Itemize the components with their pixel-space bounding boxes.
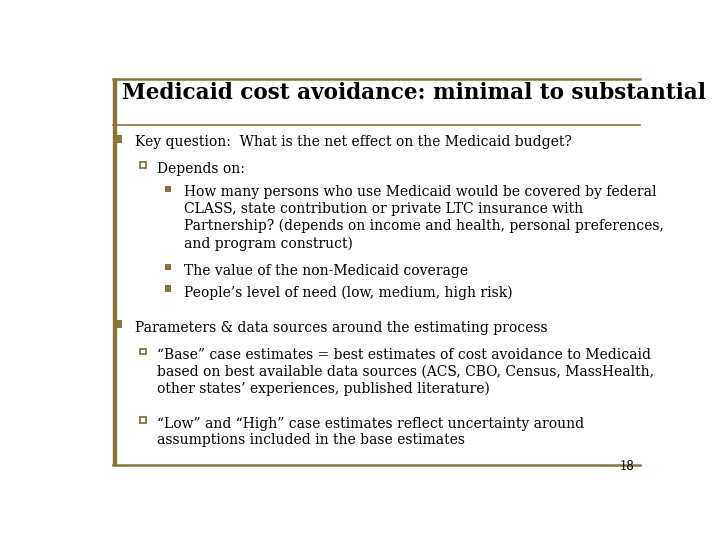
- Text: “Low” and “High” case estimates reflect uncertainty around
assumptions included : “Low” and “High” case estimates reflect …: [157, 416, 584, 447]
- Text: “Base” case estimates = best estimates of cost avoidance to Medicaid
based on be: “Base” case estimates = best estimates o…: [157, 348, 654, 396]
- Bar: [114, 135, 122, 143]
- Text: 18: 18: [619, 460, 634, 473]
- Bar: [140, 349, 145, 354]
- Text: Medicaid cost avoidance: minimal to substantial: Medicaid cost avoidance: minimal to subs…: [122, 82, 706, 104]
- Text: The value of the non-Medicaid coverage: The value of the non-Medicaid coverage: [184, 264, 468, 278]
- Text: Parameters & data sources around the estimating process: Parameters & data sources around the est…: [135, 321, 547, 335]
- Bar: [114, 79, 116, 465]
- Text: People’s level of need (low, medium, high risk): People’s level of need (low, medium, hig…: [184, 285, 513, 300]
- Bar: [140, 417, 145, 423]
- Text: Key question:  What is the net effect on the Medicaid budget?: Key question: What is the net effect on …: [135, 136, 572, 150]
- Bar: [140, 162, 145, 168]
- Text: How many persons who use Medicaid would be covered by federal
CLASS, state contr: How many persons who use Medicaid would …: [184, 185, 664, 251]
- Bar: [165, 186, 171, 192]
- Text: Depends on:: Depends on:: [157, 161, 245, 176]
- Bar: [114, 320, 122, 328]
- Bar: [165, 286, 171, 292]
- Bar: [165, 264, 171, 271]
